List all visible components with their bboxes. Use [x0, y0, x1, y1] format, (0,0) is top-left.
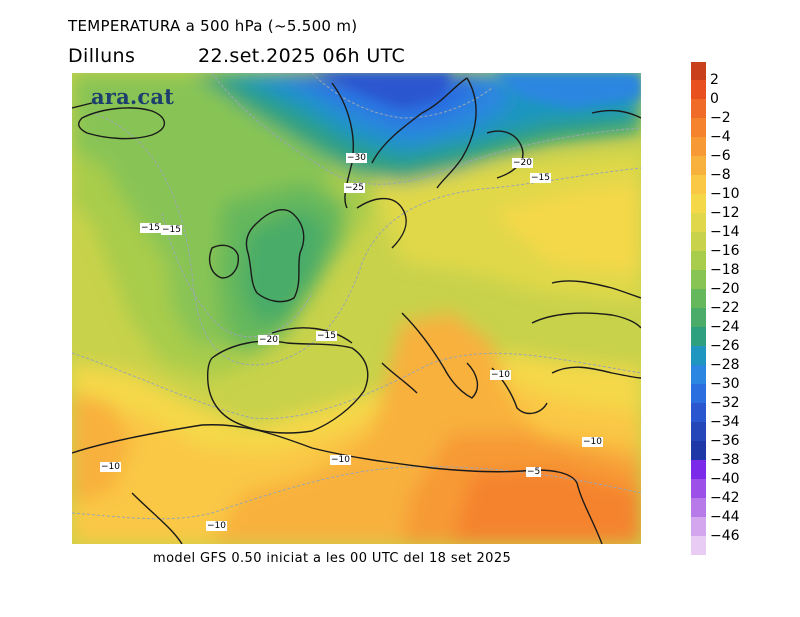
date-time-label: 22.set.2025 06h UTC — [198, 45, 406, 67]
colorbar-swatch — [691, 270, 706, 289]
colorbar-swatch — [691, 460, 706, 479]
colorbar-swatch — [691, 62, 706, 80]
colorbar-label: −32 — [710, 395, 740, 411]
map-title: TEMPERATURA a 500 hPa (~5.500 m) — [68, 17, 358, 35]
colorbar-swatch — [691, 99, 706, 118]
colorbar-swatch — [691, 232, 706, 251]
colorbar-swatch — [691, 346, 706, 365]
colorbar-label: −10 — [710, 186, 740, 202]
colorbar-label: −4 — [710, 129, 731, 145]
contour-label: −15 — [140, 223, 161, 233]
map-subtitle: Dilluns 22.set.2025 06h UTC — [68, 45, 405, 67]
colorbar-swatch — [691, 517, 706, 536]
colorbar-swatch — [691, 289, 706, 308]
colorbar-swatch — [691, 479, 706, 498]
contour-label: −25 — [344, 183, 365, 193]
contour-label: −20 — [258, 335, 279, 345]
colorbar-label: −46 — [710, 528, 740, 544]
colorbar-label: −24 — [710, 319, 740, 335]
colorbar-label: −26 — [710, 338, 740, 354]
contour-label: −10 — [330, 455, 351, 465]
colorbar-swatch — [691, 80, 706, 99]
contour-label: −10 — [206, 521, 227, 531]
colorbar-label: −18 — [710, 262, 740, 278]
colorbar-label: −36 — [710, 433, 740, 449]
colorbar-label: −34 — [710, 414, 740, 430]
colorbar-label: −8 — [710, 167, 731, 183]
colorbar-label: −14 — [710, 224, 740, 240]
day-label: Dilluns — [68, 45, 136, 67]
contour-label: −10 — [100, 462, 121, 472]
temperature-map: −30 −25 −20 −15 −15 −15 −20 −15 −10 −10 … — [72, 73, 641, 544]
colorbar-label: −28 — [710, 357, 740, 373]
contour-label: −10 — [490, 370, 511, 380]
colorbar-label: −2 — [710, 110, 731, 126]
contour-label: −10 — [582, 437, 603, 447]
colorbar-label: −44 — [710, 509, 740, 525]
colorbar-swatch — [691, 327, 706, 346]
colorbar-label: −16 — [710, 243, 740, 259]
colorbar-label: −30 — [710, 376, 740, 392]
colorbar-label: 2 — [710, 72, 719, 88]
contour-label: −15 — [316, 331, 337, 341]
colorbar-swatch — [691, 118, 706, 137]
colorbar-label: −20 — [710, 281, 740, 297]
colorbar-label: −22 — [710, 300, 740, 316]
contour-label: −15 — [530, 173, 551, 183]
colorbar-swatch — [691, 498, 706, 517]
colorbar-swatch — [691, 384, 706, 403]
colorbar-swatch — [691, 175, 706, 194]
contour-label: −30 — [346, 153, 367, 163]
colorbar-swatch — [691, 536, 706, 555]
colorbar-swatch — [691, 308, 706, 327]
colorbar-label: −12 — [710, 205, 740, 221]
colorbar-label: −6 — [710, 148, 731, 164]
colorbar-swatch — [691, 441, 706, 460]
colorbar-swatch — [691, 251, 706, 270]
colorbar-label: −38 — [710, 452, 740, 468]
colorbar-swatch — [691, 194, 706, 213]
colorbar-swatch — [691, 403, 706, 422]
colorbar-swatch — [691, 213, 706, 232]
colorbar-swatch — [691, 365, 706, 384]
colorbar-label: −42 — [710, 490, 740, 506]
contour-label: −15 — [161, 225, 182, 235]
colorbar-swatch — [691, 137, 706, 156]
contour-label: −20 — [512, 158, 533, 168]
contour-label: −5 — [526, 467, 542, 477]
temperature-field — [72, 73, 641, 544]
model-info: model GFS 0.50 iniciat a les 00 UTC del … — [153, 551, 512, 566]
colorbar-label: −40 — [710, 471, 740, 487]
colorbar-label: 0 — [710, 91, 719, 107]
colorbar-swatch — [691, 156, 706, 175]
colorbar-swatch — [691, 422, 706, 441]
ara-cat-logo: ara.cat — [91, 84, 175, 109]
